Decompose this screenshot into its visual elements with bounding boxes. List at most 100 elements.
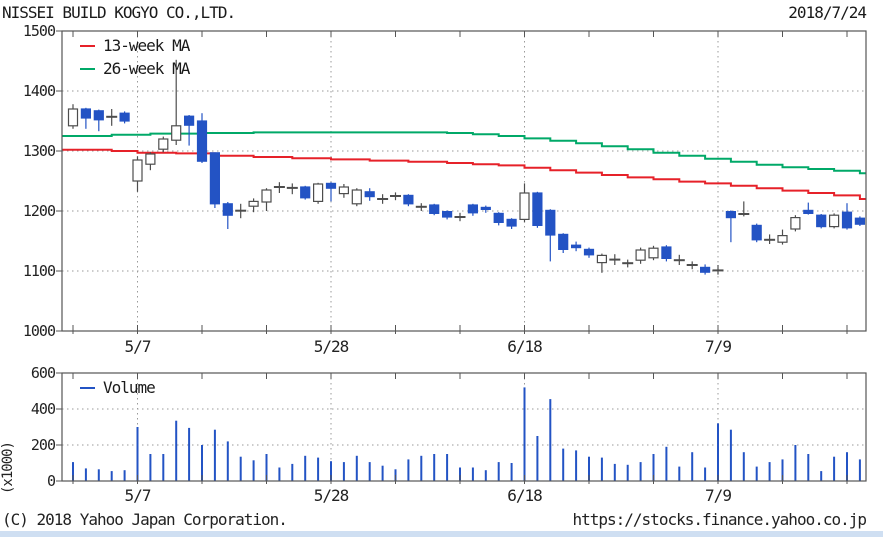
date-tick-label: 6/18 [507,486,543,505]
volume-bar [175,420,178,481]
candle [673,254,685,265]
volume-bar [665,446,668,481]
volume-bar [678,466,681,481]
volume-bar [510,463,513,481]
ma13-line [62,148,866,200]
candle [816,214,827,229]
tick-marks [56,30,848,484]
candle [171,59,182,145]
volume-bar [613,463,616,481]
candle [158,136,169,153]
volume-bar [536,436,539,481]
candle [145,152,156,171]
candle [184,115,195,146]
date-tick-label: 5/28 [313,337,350,356]
volume-bar [304,455,307,481]
candle [764,234,776,244]
candle [738,201,750,217]
candle [261,188,272,211]
chart-date: 2018/7/24 [788,3,867,22]
candle [519,183,530,223]
volume-bar [575,450,578,481]
date-tick-label: 5/7 [124,486,152,505]
volume-bar [252,460,255,481]
volume-tick-label: 400 [30,400,56,418]
legend-item-ma26: 26-week MA [80,59,190,78]
date-tick-label: 7/9 [705,337,732,356]
volume-tick-label: 600 [30,364,56,382]
volume-bar [781,459,784,481]
volume-bar [639,462,642,481]
price-tick-label: 1400 [22,82,56,100]
candle [725,210,737,243]
candle [364,188,375,201]
ma13-line-swatch [80,44,95,47]
volume-bar [484,470,487,481]
candle [480,205,491,213]
candle [828,213,840,229]
volume-bar [471,467,474,481]
volume-bar [523,387,526,481]
candle [583,247,595,258]
volume-bar [588,456,590,481]
candle [132,156,143,192]
volume-bar [278,467,281,481]
volume-bar [239,456,242,481]
volume-bar [858,459,861,481]
volume-bar [433,454,436,481]
candle [209,152,220,208]
volume-bar [368,462,371,481]
volume-bar [704,467,707,481]
candle [545,209,556,262]
candle [429,203,440,216]
volume-bars [72,387,861,481]
candle [777,229,788,245]
volume-bar [407,459,410,481]
ma26-line [62,131,866,175]
volume-bar [342,462,345,481]
candle [119,111,130,124]
date-tick-label: 6/18 [507,337,543,356]
candle [80,107,92,129]
gridlines [62,31,866,481]
candles [67,59,866,275]
candle [313,182,324,204]
candle [273,182,285,193]
candle [648,245,659,261]
volume-bar [446,454,449,481]
volume-bar [72,462,74,481]
candle [106,109,118,126]
candle [325,182,337,202]
candle [442,210,453,220]
candle [506,218,517,229]
candle [467,203,478,216]
price-tick-label: 1200 [22,202,56,220]
copyright-text: (C) 2018 Yahoo Japan Corporation. [2,510,288,529]
candle [532,191,543,228]
page-bottom-strip [0,531,883,537]
volume-tick-label: 0 [46,472,56,490]
legend-label-volume: Volume [103,378,156,397]
candle [622,259,634,268]
date-tick-label: 5/28 [313,486,350,505]
ma26-line-swatch [80,67,95,70]
chart-title: NISSEI BUILD KOGYO CO.,LTD. [2,3,236,22]
candle [712,265,724,275]
volume-bar [729,429,732,481]
legend-label-ma13: 13-week MA [103,36,190,55]
volume-bar [381,465,384,481]
volume-bar [291,463,294,481]
volume-bar [549,399,552,481]
candle [338,184,349,198]
volume-bar [213,429,216,481]
volume-bar [652,454,655,481]
legend-item-ma13: 13-week MA [80,36,190,55]
date-tick-label: 7/9 [705,486,732,505]
volume-bar [226,441,229,481]
volume-bar [846,452,848,481]
candle [699,264,711,275]
volume-bar [755,466,758,481]
candle [558,233,569,253]
candle [235,203,247,219]
